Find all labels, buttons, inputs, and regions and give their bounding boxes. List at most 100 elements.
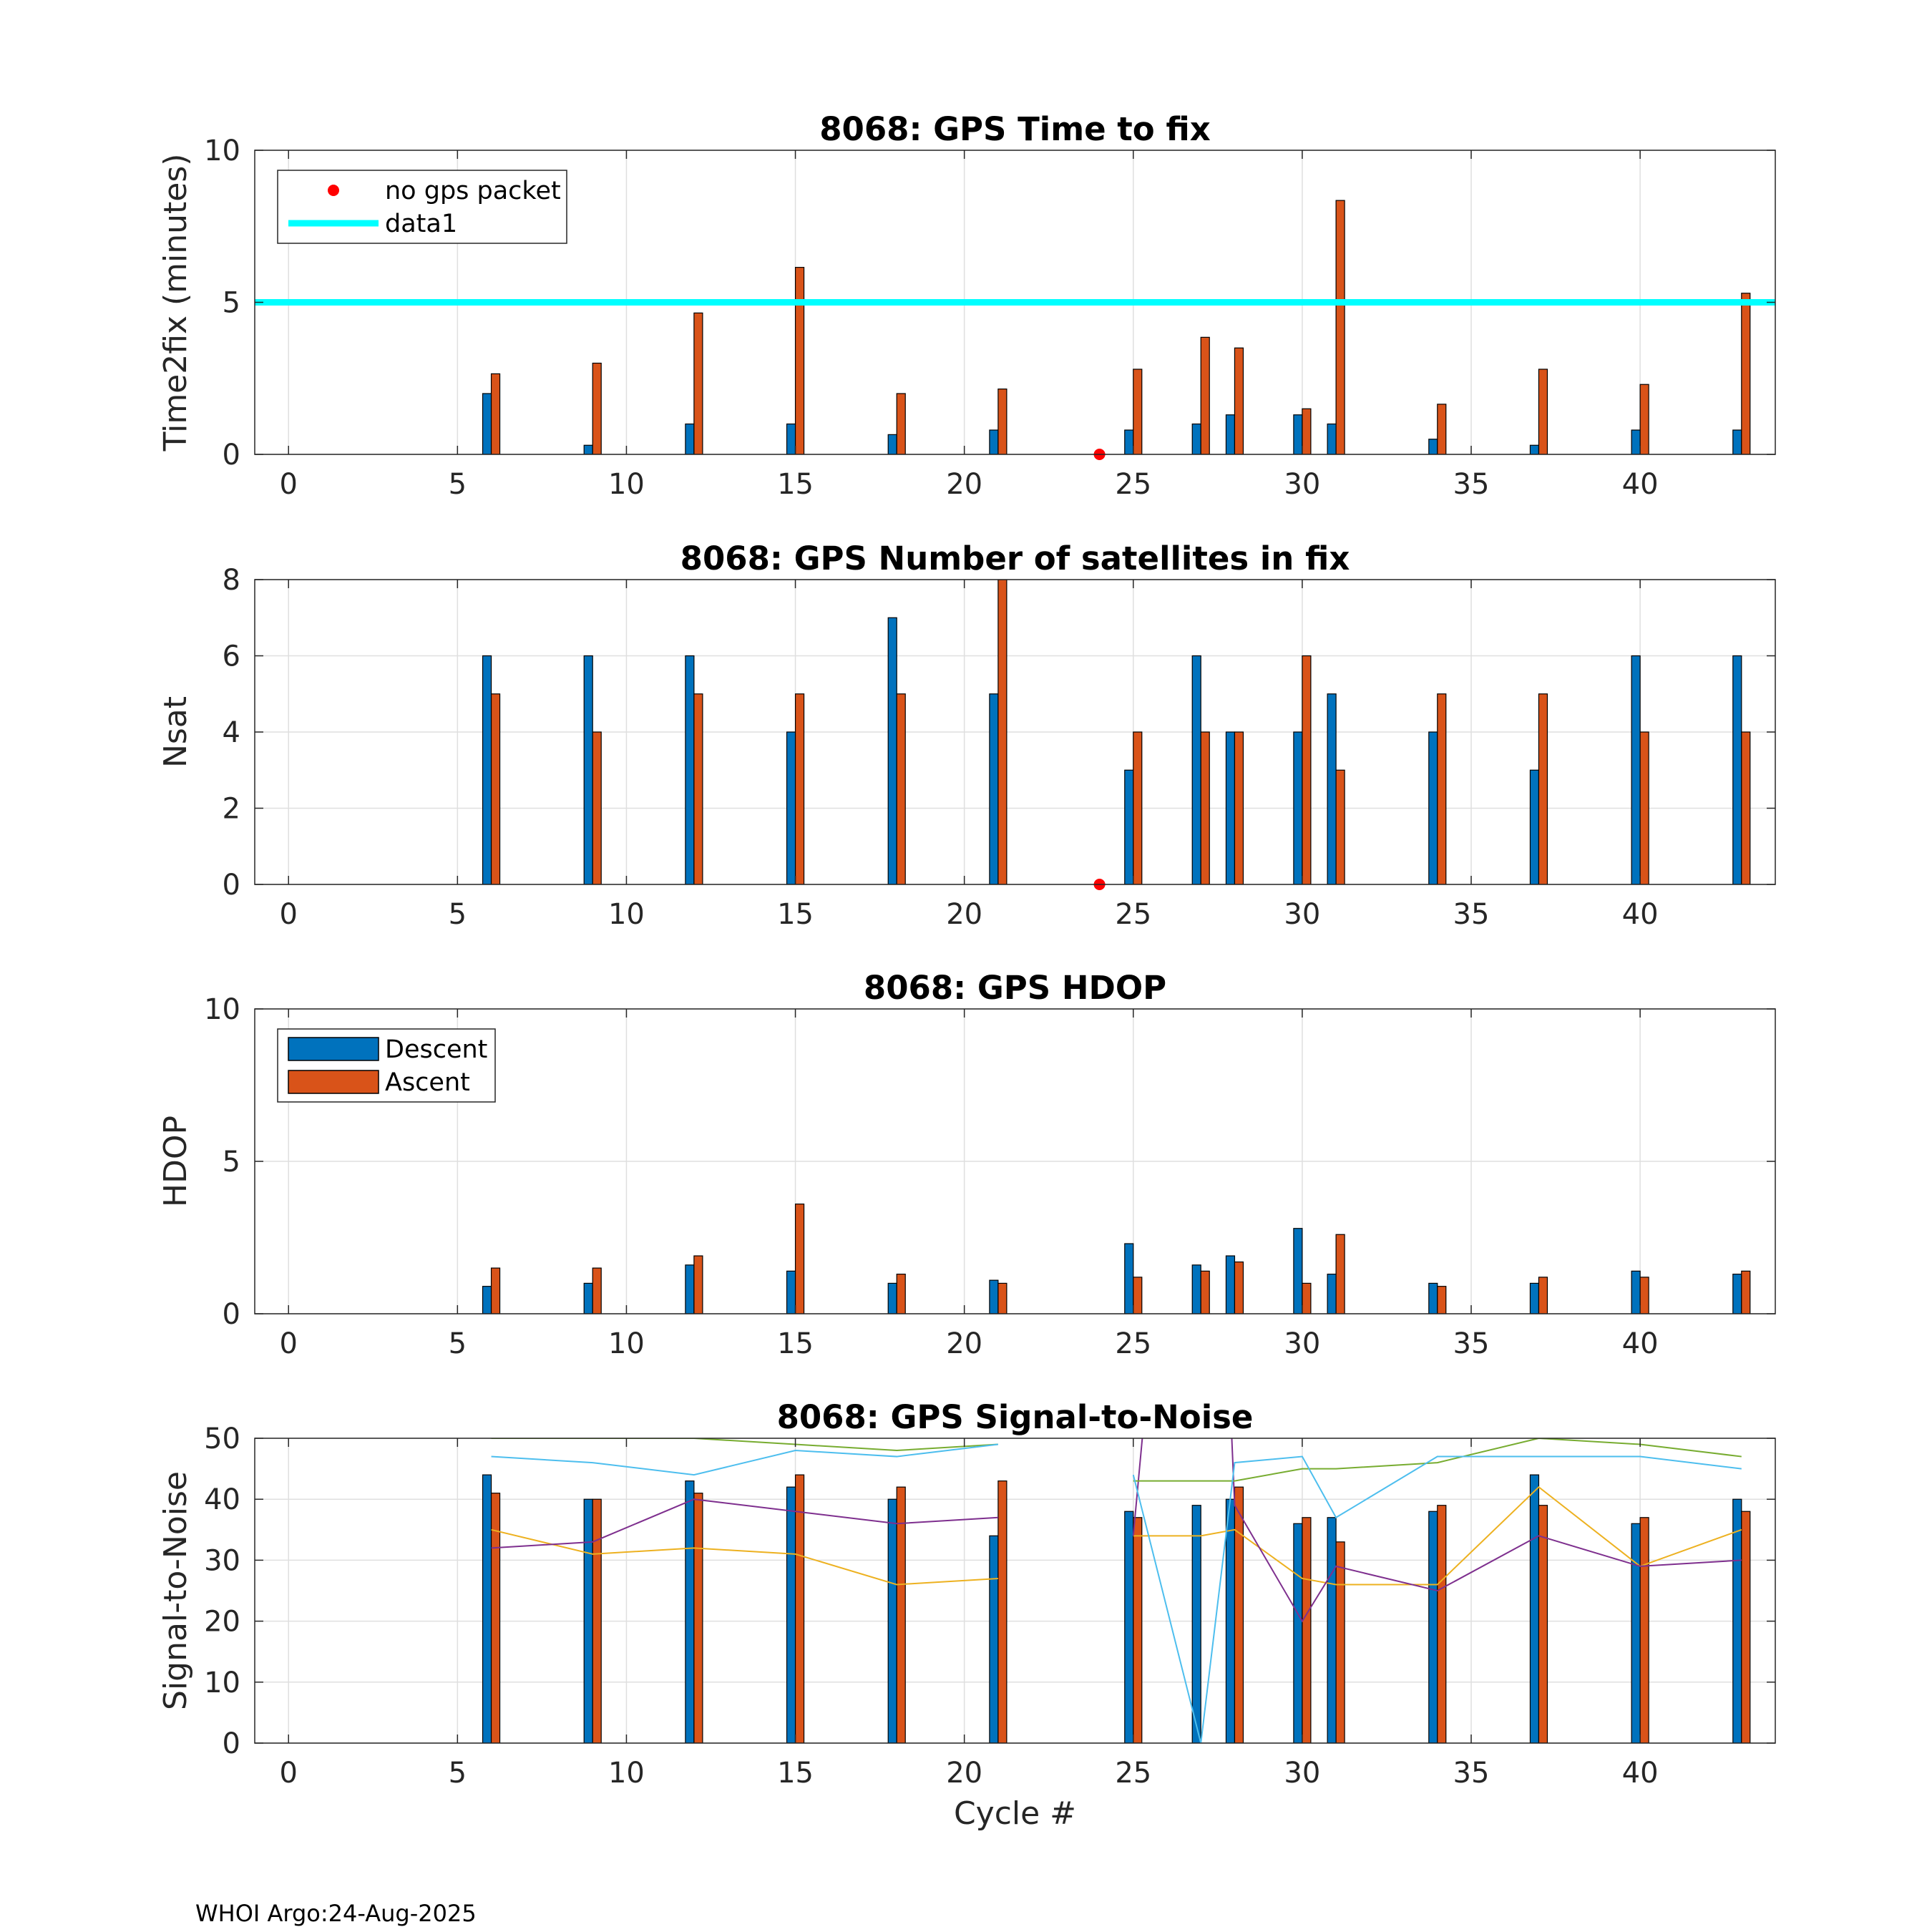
x-tick-label: 35 [1453, 898, 1490, 931]
descent-bar-cycle-18 [887, 1498, 897, 1743]
ascent-bar-cycle-9 [592, 731, 602, 884]
x-tick-label: 25 [1115, 1757, 1151, 1790]
x-tick-label: 15 [777, 1757, 814, 1790]
descent-bar-cycle-21 [989, 1535, 999, 1743]
y-tick-label: 6 [223, 640, 240, 673]
descent-bar-cycle-31 [1327, 1274, 1337, 1314]
x-tick-label: 15 [777, 1327, 814, 1360]
x-tick-label: 15 [777, 898, 814, 931]
ascent-bar-cycle-18 [896, 1486, 906, 1743]
ascent-bar-cycle-28 [1234, 347, 1244, 454]
plot-content [482, 1204, 1751, 1314]
y-tick-label: 50 [204, 1423, 240, 1455]
ascent-bar-cycle-31 [1335, 200, 1345, 454]
ascent-bar-cycle-18 [896, 393, 906, 454]
descent-bar-cycle-6 [482, 393, 492, 454]
x-tick-label: 10 [608, 898, 645, 931]
descent-bar-cycle-34 [1428, 1282, 1438, 1314]
descent-bar-cycle-28 [1225, 414, 1236, 454]
ascent-bar-cycle-12 [693, 312, 703, 454]
snr-line-4 [491, 1443, 999, 1476]
ascent-bar-cycle-31 [1335, 1234, 1345, 1314]
x-tick-label: 25 [1115, 1327, 1151, 1360]
snr-line-1 [491, 1528, 998, 1586]
descent-bar-cycle-37 [1529, 769, 1540, 884]
descent-bar-cycle-12 [685, 1480, 695, 1743]
descent-bar-cycle-43 [1732, 429, 1742, 454]
ascent-bar-cycle-12 [693, 693, 703, 884]
descent-bar-cycle-30 [1293, 1523, 1303, 1743]
descent-bar-cycle-37 [1529, 1282, 1540, 1314]
chart-title: 8068: GPS HDOP [864, 969, 1166, 1007]
ascent-bar-cycle-34 [1437, 404, 1447, 454]
descent-bar-cycle-43 [1732, 1274, 1742, 1314]
descent-bar-cycle-18 [887, 617, 897, 884]
descent-bar-cycle-37 [1529, 1474, 1540, 1743]
ascent-bar-cycle-37 [1538, 369, 1548, 454]
x-tick-label: 0 [279, 898, 297, 931]
descent-bar-cycle-25 [1124, 429, 1134, 454]
descent-bar-cycle-9 [583, 1498, 593, 1743]
ascent-bar-cycle-18 [896, 693, 906, 884]
y-tick-label: 0 [223, 1727, 240, 1760]
legend-label: no gps packet [385, 177, 561, 205]
ascent-bar-cycle-25 [1133, 1517, 1143, 1743]
snr-line-1 [1133, 1485, 1742, 1586]
ascent-bar-cycle-28 [1234, 1261, 1244, 1314]
ascent-bar-cycle-21 [997, 1282, 1008, 1314]
ascent-bar-cycle-34 [1437, 1505, 1447, 1743]
descent-bar-cycle-30 [1293, 731, 1303, 884]
plot-content [482, 1438, 1751, 1743]
ascent-bar-cycle-15 [794, 693, 805, 884]
y-tick-label: 2 [223, 793, 240, 826]
descent-bar-cycle-40 [1631, 1270, 1641, 1314]
descent-bar-cycle-28 [1225, 731, 1236, 884]
chart-snr: 0 5 10 15 20 25 30 35 40 0 10 20 30 40 50 8068: GPS Sig… [157, 1398, 1776, 1832]
ascent-bar-cycle-28 [1234, 1486, 1244, 1743]
legend: Descent Ascent [277, 1028, 496, 1103]
y-tick-label: 0 [223, 1298, 240, 1331]
x-tick-label: 0 [279, 1327, 297, 1360]
y-tick-label: 10 [204, 1667, 240, 1699]
descent-bar-cycle-9 [583, 655, 593, 884]
descent-bar-cycle-31 [1327, 423, 1337, 454]
ascent-bar-cycle-27 [1200, 336, 1210, 454]
ascent-bar-cycle-37 [1538, 1505, 1548, 1743]
descent-bar-cycle-18 [887, 1282, 897, 1314]
ascent-bar-cycle-34 [1437, 1286, 1447, 1314]
legend-label: Descent [385, 1035, 487, 1064]
x-tick-label: 15 [777, 468, 814, 501]
x-tick-label: 30 [1284, 1757, 1320, 1790]
ascent-bar-cycle-30 [1302, 408, 1312, 454]
snr-line-3 [491, 1438, 998, 1452]
ascent-bar-cycle-40 [1639, 1517, 1649, 1743]
descent-bar-cycle-34 [1428, 731, 1438, 884]
plot-content [482, 580, 1751, 884]
ascent-bar-cycle-43 [1741, 731, 1751, 884]
descent-bar-cycle-31 [1327, 693, 1337, 884]
ascent-bar-cycle-43 [1741, 1270, 1751, 1314]
chart-title: 8068: GPS Time to fix [819, 110, 1211, 148]
y-tick-label: 40 [204, 1483, 240, 1516]
ascent-bar-cycle-21 [997, 580, 1008, 884]
ascent-bar-cycle-9 [592, 1498, 602, 1743]
ascent-bar-cycle-43 [1741, 1511, 1751, 1743]
ascent-bar-cycle-21 [997, 1480, 1008, 1743]
y-axis-label: HDOP [157, 1116, 194, 1207]
descent-bar-cycle-40 [1631, 655, 1641, 884]
descent-bar-cycle-12 [685, 1264, 695, 1314]
x-tick-label: 30 [1284, 898, 1320, 931]
descent-bar-cycle-21 [989, 693, 999, 884]
legend: no gps packet data1 [277, 170, 567, 244]
chart-nsat: 0 5 10 15 20 25 30 35 40 0 2 4 6 8 8068: GPS Number of… [157, 540, 1776, 931]
descent-bar-cycle-43 [1732, 655, 1742, 884]
chart-time2fix: 0 5 10 15 20 25 30 35 40 0 5 10 8068: GPS Time to fi… [157, 110, 1776, 501]
descent-bar-cycle-9 [583, 1282, 593, 1314]
snr-line-4 [1132, 1455, 1742, 1743]
ascent-bar-cycle-30 [1302, 1282, 1312, 1314]
x-tick-label: 0 [279, 1757, 297, 1790]
ascent-bar-cycle-27 [1200, 731, 1210, 884]
x-tick-label: 20 [946, 1327, 982, 1360]
ascent-bar-cycle-37 [1538, 1277, 1548, 1314]
